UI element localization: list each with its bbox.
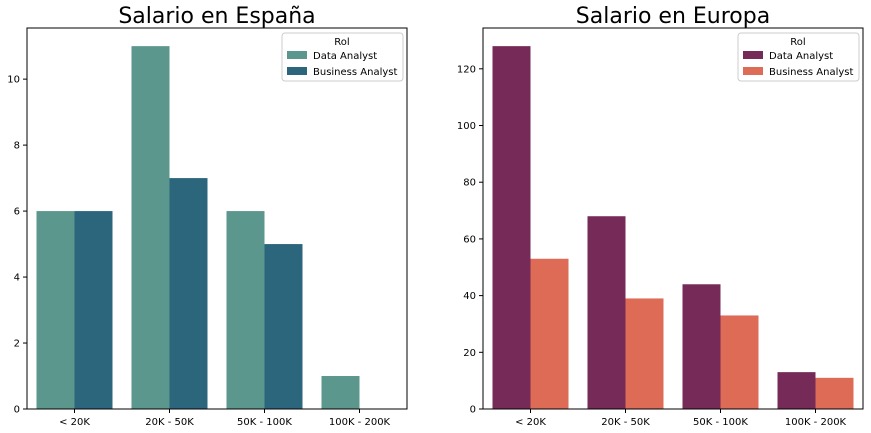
legend-swatch-data-analyst [743,51,763,59]
y-tick-label: 0 [470,405,476,416]
bar-business-analyst-20k-50k [169,178,208,409]
chart-title: Salario en Europa [576,4,770,29]
y-tick-label: 20 [463,348,476,359]
x-tick-label: < 20K [59,417,90,428]
legend-label-data-analyst: Data Analyst [313,51,377,62]
x-tick-label: 20K - 50K [145,417,194,428]
legend-swatch-business-analyst [287,67,307,75]
bar-data-analyst-20k-50k [587,216,626,409]
plot-frame [26,27,408,410]
y-tick-label: 6 [14,207,20,218]
y-tick-label: 60 [463,234,476,245]
x-tick-label: 100K - 200K [329,417,391,428]
y-axis: 0 20 40 60 80 100 120 [457,64,483,416]
bar-data-analyst-50k-100k [682,284,721,409]
bar-business-analyst-50k-100k [264,244,303,409]
x-tick-label: 50K - 100K [693,417,748,428]
bar-group [36,46,360,410]
y-tick-label: 0 [14,405,20,416]
y-tick-label: 2 [14,339,20,350]
bar-business-analyst-20k [530,258,569,409]
chart-panel-europe: Salario en Europa 0 20 40 60 80 100 120 < 20K 2… [457,4,864,428]
bar-business-analyst-20k-50k [625,298,664,409]
x-axis: < 20K 20K - 50K 50K - 100K 100K - 200K [515,409,847,428]
legend-box [281,32,404,82]
legend: Rol Data Analyst Business Analyst [281,32,404,82]
y-tick-label: 40 [463,291,476,302]
legend: Rol Data Analyst Business Analyst [737,32,860,82]
bar-business-analyst-50k-100k [720,315,759,409]
legend-swatch-business-analyst [743,67,763,75]
legend-label-business-analyst: Business Analyst [313,67,397,78]
y-tick-label: 120 [457,64,476,75]
bar-data-analyst-50k-100k [226,211,265,409]
y-tick-label: 10 [7,75,20,86]
bar-data-analyst-20k [492,46,531,410]
legend-box [737,32,860,82]
y-axis: 0 2 4 6 8 10 [7,75,27,416]
bar-data-analyst-20k [36,211,75,409]
x-tick-label: 100K - 200K [785,417,847,428]
y-tick-label: 100 [457,121,476,132]
y-tick-label: 80 [463,178,476,189]
bar-data-analyst-100k-200k [321,376,360,409]
bar-data-analyst-100k-200k [777,372,816,409]
legend-title: Rol [790,37,805,48]
x-axis: < 20K 20K - 50K 50K - 100K 100K - 200K [59,409,391,428]
bar-business-analyst-100k-200k [815,377,854,409]
y-tick-label: 8 [14,141,20,152]
plot-frame [482,27,864,410]
x-tick-label: 20K - 50K [601,417,650,428]
x-tick-label: < 20K [515,417,546,428]
bar-group [492,46,854,410]
legend-swatch-data-analyst [287,51,307,59]
bar-business-analyst-20k [74,211,113,409]
bar-data-analyst-20k-50k [131,46,170,410]
legend-title: Rol [334,37,349,48]
legend-label-business-analyst: Business Analyst [769,67,853,78]
chart-panel-spain: Salario en España 0 2 4 6 8 10 < 20K 20K - 50K… [7,4,408,428]
y-tick-label: 4 [14,273,20,284]
x-tick-label: 50K - 100K [237,417,292,428]
legend-label-data-analyst: Data Analyst [769,51,833,62]
chart-title: Salario en España [118,4,315,29]
